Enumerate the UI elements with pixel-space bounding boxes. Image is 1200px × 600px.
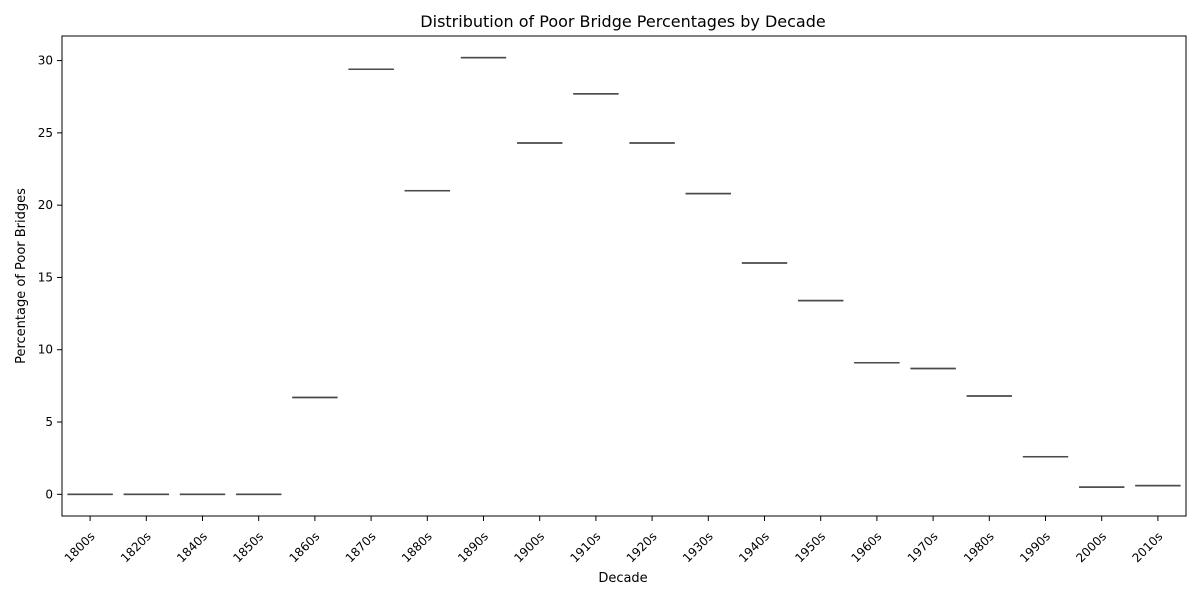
plot-frame [61, 35, 1187, 517]
y-tick-label: 30 [38, 54, 53, 68]
x-tick-label: 1870s [343, 529, 379, 565]
x-tick-label: 1800s [62, 529, 98, 565]
y-tick-label: 15 [38, 270, 53, 284]
chart-title: Distribution of Poor Bridge Percentages … [420, 12, 825, 31]
x-axis-label: Decade [598, 571, 647, 586]
x-tick-label: 1970s [905, 529, 941, 565]
y-tick-label: 0 [45, 487, 53, 501]
x-tick-label: 1960s [849, 529, 885, 565]
x-tick-label: 1980s [961, 529, 997, 565]
y-tick-label: 10 [38, 343, 53, 357]
x-tick-label: 1880s [399, 529, 435, 565]
x-tick-label: 1940s [736, 529, 772, 565]
y-axis-label: Percentage of Poor Bridges [14, 188, 29, 364]
x-tick-label: 1900s [511, 529, 547, 565]
y-tick-label: 25 [38, 126, 53, 140]
x-tick-label: 1910s [568, 529, 604, 565]
x-tick-label: 1930s [680, 529, 716, 565]
x-tick-label: 1820s [118, 529, 154, 565]
x-tick-label: 1990s [1017, 529, 1053, 565]
x-tick-label: 2010s [1130, 529, 1166, 565]
x-tick-label: 2000s [1073, 529, 1109, 565]
x-tick-label: 1950s [792, 529, 828, 565]
x-tick-label: 1920s [624, 529, 660, 565]
x-tick-label: 1890s [455, 529, 491, 565]
x-tick-label: 1860s [287, 529, 323, 565]
y-tick-label: 5 [45, 415, 53, 429]
plot-area: 0 5 10 15 20 25 30 1800s 1820s 1840s 1850s 1860s 187… [38, 54, 1181, 565]
y-tick-label: 20 [38, 198, 53, 212]
x-tick-label: 1840s [174, 529, 210, 565]
x-tick-label: 1850s [230, 529, 266, 565]
